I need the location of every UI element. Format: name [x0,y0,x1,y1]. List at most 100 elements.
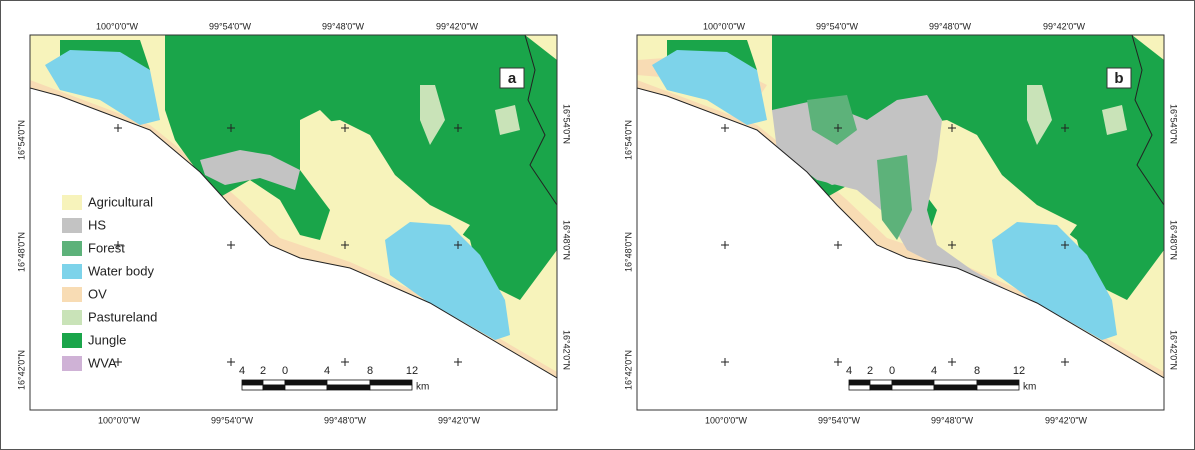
legend-label: OV [88,286,107,301]
scale-segment [848,384,871,391]
grid-cross [948,358,956,366]
pasture-2 [495,105,520,135]
legend-label: Water body [88,263,154,278]
bottom-coord-label: 99°42'0"W [1045,415,1088,425]
scale-tick-label: 0 [889,365,895,377]
legend-label: Pastureland [88,309,157,324]
lagoon-west [652,50,767,125]
panel-label-box [499,67,525,89]
pasture [1027,85,1052,145]
left-coord-label: 16°42'0"N [16,350,26,390]
scale-segment [241,379,264,386]
scale-tick-label: 4 [931,365,937,377]
map-body [637,35,1164,410]
scale-segment [326,384,371,391]
bottom-coord-label: 99°48'0"W [931,415,974,425]
top-coord-label: 99°54'0"W [816,21,859,31]
grid-cross [114,241,122,249]
grid-cross [1061,358,1069,366]
panels: a 100°0'0"W 99°54'0"W 99°48'0"W 99°42'0"W 100… [16,21,1178,425]
legend-label: Jungle [88,332,126,347]
jungle [772,35,1164,300]
legend: Agricultural HS Forest Water body OV Pasturel… [62,194,157,371]
legend-label: Agricultural [88,194,153,209]
scale-segment [848,379,871,386]
panel-label: a [508,70,517,87]
scale-segment [369,384,413,391]
jungle [165,35,557,300]
legend-swatch [62,218,82,233]
grid-cross [948,124,956,132]
right-coord-label: 16°48'0"N [1169,220,1179,260]
bottom-coord-label: 99°48'0"W [324,415,367,425]
top-coord-label: 99°42'0"W [1043,21,1086,31]
scale-segment [241,384,264,391]
scale-segment [933,384,978,391]
scale-segment [891,384,935,391]
pasture [420,85,445,145]
scale-segment [262,384,286,391]
legend-swatch [62,356,82,371]
ocean [30,87,557,410]
left-coord-label: 16°42'0"N [623,350,633,390]
scale-tick-label: 4 [324,365,330,377]
grid-cross [454,358,462,366]
map-frame [29,34,558,411]
map-panel: a 100°0'0"W 99°54'0"W 99°48'0"W 99°42'0"W 100… [16,21,571,425]
grid-cross [834,358,842,366]
scale-segment [262,379,286,386]
grid-cross [454,241,462,249]
scale-tick-label: 4 [846,365,852,377]
right-coord-label: 16°54'0"N [562,104,572,144]
bottom-coord-label: 100°0'0"W [705,415,748,425]
grid-cross [1061,241,1069,249]
legend-label: Forest [88,240,125,255]
scale-segment [369,379,413,386]
grid-cross [721,241,729,249]
map-body [30,35,557,410]
legend-swatch [62,310,82,325]
right-coord-label: 16°48'0"N [562,220,572,260]
agri-inland [912,120,1077,245]
scale-tick-label: 8 [367,365,373,377]
lagoon-east [385,222,510,340]
left-coord-label: 16°48'0"N [623,232,633,272]
scale-tick-label: 8 [974,365,980,377]
grid-cross [834,241,842,249]
legend-swatch [62,287,82,302]
top-coord-label: 100°0'0"W [703,21,746,31]
scale-segment [933,379,978,386]
left-coord-label: 16°54'0"N [16,120,26,160]
map-panel: b 100°0'0"W 99°54'0"W 99°48'0"W 99°42'0"W 100… [623,21,1178,425]
top-coord-label: 100°0'0"W [96,21,139,31]
scale-segment [869,384,893,391]
grid-cross [834,124,842,132]
grid-cross [1061,124,1069,132]
panel-label: b [1114,70,1123,87]
scale-segment [284,384,328,391]
left-coord-label: 16°48'0"N [16,232,26,272]
lagoon-west [45,50,160,125]
scale-segment [976,384,1020,391]
grid-cross [721,124,729,132]
forest [807,95,857,145]
grid-cross [227,358,235,366]
pasture-2 [1102,105,1127,135]
top-coord-label: 99°54'0"W [209,21,252,31]
bottom-coord-label: 99°54'0"W [818,415,861,425]
legend-swatch [62,241,82,256]
agri-inland [305,120,470,245]
scale-bar: 4 2 0 4 8 12 km [846,365,1036,393]
grid-cross [114,358,122,366]
grid-cross [227,124,235,132]
right-coord-label: 16°42'0"N [1169,330,1179,370]
lagoon-east [992,222,1117,340]
legend-label: WVA [88,355,117,370]
bottom-coord-label: 100°0'0"W [98,415,141,425]
grid-cross [341,124,349,132]
right-coord-label: 16°54'0"N [1169,104,1179,144]
scale-tick-label: 2 [867,365,873,377]
right-coord-label: 16°42'0"N [562,330,572,370]
ocean [637,87,1164,410]
scale-tick-label: 0 [282,365,288,377]
